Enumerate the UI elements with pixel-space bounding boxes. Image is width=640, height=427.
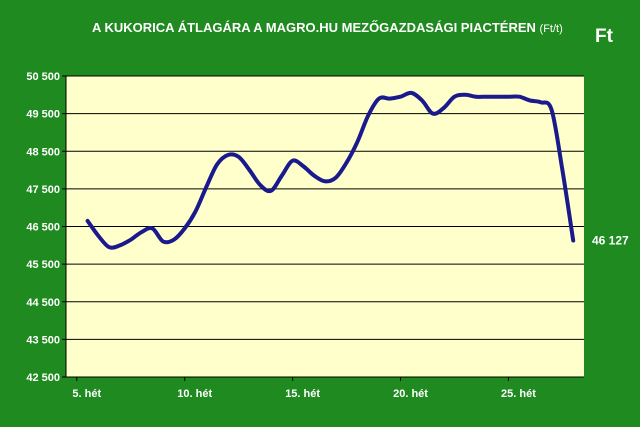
y-tick-label: 48 500 xyxy=(26,146,60,158)
y-tick-label: 43 500 xyxy=(26,334,60,346)
series-line xyxy=(85,90,576,250)
x-tick-label: 25. hét xyxy=(501,388,536,400)
y-tick-label: 47 500 xyxy=(26,184,60,196)
x-tick-label: 5. hét xyxy=(72,388,101,400)
chart-title-unit: (Ft/t) xyxy=(539,23,563,35)
series-layer xyxy=(85,90,576,250)
y-tick-label: 42 500 xyxy=(26,372,60,384)
chart-title: A KUKORICA ÁTLAGÁRA A MAGRO.HU MEZŐGAZDA… xyxy=(92,20,602,35)
y-unit-label: Ft xyxy=(595,26,613,47)
y-tick-label: 44 500 xyxy=(26,297,60,309)
x-tick-label: 10. hét xyxy=(177,388,212,400)
x-tick-label: 20. hét xyxy=(393,388,428,400)
x-tick-label: 15. hét xyxy=(285,388,320,400)
y-tick-label: 49 500 xyxy=(26,109,60,121)
gridlines xyxy=(66,75,584,378)
data-labels: 46 127 xyxy=(592,234,629,248)
end-value-label: 46 127 xyxy=(592,234,629,248)
y-tick-label: 45 500 xyxy=(26,259,60,271)
y-tick-label: 50 500 xyxy=(26,71,60,83)
y-tick-label: 46 500 xyxy=(26,222,60,234)
chart-title-text: A KUKORICA ÁTLAGÁRA A MAGRO.HU MEZŐGAZDA… xyxy=(92,20,536,35)
x-axis: 5. hét 10. hét 15. hét 20. hét 25. hét xyxy=(66,376,584,400)
y-axis: 42 500 43 500 44 500 45 500 46 500 47 500 48 5… xyxy=(26,71,67,384)
